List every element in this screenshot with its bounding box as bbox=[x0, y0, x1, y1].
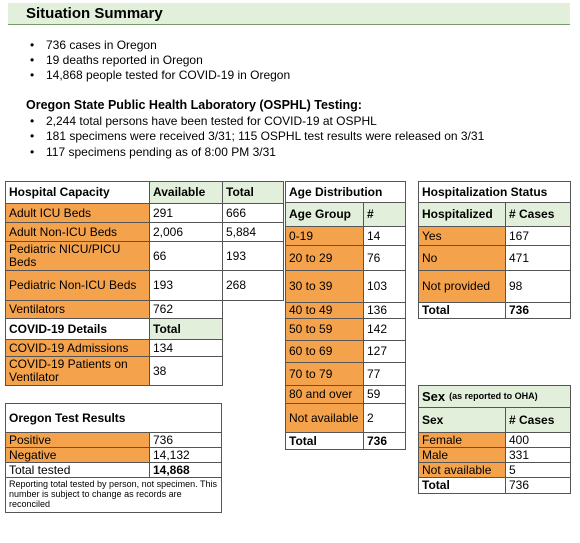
table-cell: 736 bbox=[149, 432, 222, 448]
table-cell: 30 to 39 bbox=[285, 270, 364, 303]
table-total: 736 bbox=[505, 477, 571, 494]
table-total: 736 bbox=[505, 302, 571, 319]
table-header: Age Group bbox=[285, 202, 364, 227]
table-header: Total bbox=[149, 318, 223, 340]
table-cell: 40 to 49 bbox=[285, 302, 364, 319]
table-header: Available bbox=[149, 181, 223, 204]
table-cell: 5,884 bbox=[222, 222, 284, 242]
table-title: Hospitalization Status bbox=[418, 181, 571, 203]
table-cell: 14 bbox=[363, 226, 406, 246]
table-cell: 98 bbox=[505, 270, 571, 303]
table-cell: 142 bbox=[363, 318, 406, 341]
table-cell: 2 bbox=[363, 403, 406, 433]
table-total: Total tested bbox=[5, 462, 150, 478]
table-cell: 291 bbox=[149, 203, 223, 223]
table-cell: 103 bbox=[363, 270, 406, 303]
table-total: Total bbox=[285, 432, 364, 450]
table-total: Total bbox=[418, 477, 506, 494]
table-cell: 400 bbox=[505, 432, 571, 448]
bullet-dot: • bbox=[30, 38, 35, 52]
table-cell: 5 bbox=[505, 462, 571, 478]
table-title: Age Distribution bbox=[285, 181, 406, 203]
table-header: Sex bbox=[418, 407, 506, 433]
osphl-heading: Oregon State Public Health Laboratory (O… bbox=[26, 98, 362, 112]
title-bar bbox=[8, 3, 570, 25]
table-cell: 70 to 79 bbox=[285, 362, 364, 386]
table-cell: Female bbox=[418, 432, 506, 448]
bullet-text: 181 specimens were received 3/31; 115 OS… bbox=[46, 129, 485, 143]
table-cell: 50 to 59 bbox=[285, 318, 364, 341]
table-cell: 471 bbox=[505, 245, 571, 271]
table-cell: 136 bbox=[363, 302, 406, 319]
table-cell: 76 bbox=[363, 245, 406, 271]
table-cell: 127 bbox=[363, 340, 406, 363]
bullet-dot: • bbox=[30, 53, 35, 67]
table-cell: Positive bbox=[5, 432, 150, 448]
table-title: Sex (as reported to OHA) bbox=[418, 385, 571, 408]
table-header: Hospitalized bbox=[418, 202, 506, 227]
table-cell: Adult ICU Beds bbox=[5, 203, 150, 223]
table-cell: 268 bbox=[222, 270, 284, 301]
bullet-text: 14,868 people tested for COVID-19 in Ore… bbox=[46, 68, 291, 82]
table-cell: 66 bbox=[149, 241, 223, 271]
table-title: Oregon Test Results bbox=[5, 403, 222, 433]
table-total: 14,868 bbox=[149, 462, 222, 478]
table-cell: 193 bbox=[222, 241, 284, 271]
table-cell: 60 to 69 bbox=[285, 340, 364, 363]
table-cell: 80 and over bbox=[285, 385, 364, 404]
bullet-text: 117 specimens pending as of 8:00 PM 3/31 bbox=[46, 145, 276, 159]
table-cell: 14,132 bbox=[149, 447, 222, 463]
table-cell: No bbox=[418, 245, 506, 271]
table-cell: Pediatric Non-ICU Beds bbox=[5, 270, 150, 301]
bullet-dot: • bbox=[30, 68, 35, 82]
table-title: Hospital Capacity bbox=[5, 181, 150, 204]
table-header: # Cases bbox=[505, 407, 571, 433]
table-note: Reporting total tested by person, not sp… bbox=[5, 477, 222, 513]
bullet-text: 736 cases in Oregon bbox=[46, 38, 157, 52]
table-cell: 59 bbox=[363, 385, 406, 404]
table-cell: 193 bbox=[149, 270, 223, 301]
table-cell: 0-19 bbox=[285, 226, 364, 246]
table-header: # Cases bbox=[505, 202, 571, 227]
table-cell: 331 bbox=[505, 447, 571, 463]
table-cell: Male bbox=[418, 447, 506, 463]
table-header: Total bbox=[222, 181, 284, 204]
table-cell: Ventilators bbox=[5, 300, 150, 319]
table-header: # bbox=[363, 202, 406, 227]
table-cell: Negative bbox=[5, 447, 150, 463]
table-cell: 38 bbox=[149, 356, 223, 386]
table-total: 736 bbox=[363, 432, 406, 450]
bullet-text: 19 deaths reported in Oregon bbox=[46, 53, 203, 67]
table-cell: 20 to 29 bbox=[285, 245, 364, 271]
table-cell: Pediatric NICU/PICU Beds bbox=[5, 241, 150, 271]
bullet-dot: • bbox=[30, 145, 35, 159]
bullet-dot: • bbox=[30, 129, 35, 143]
table-cell: COVID-19 Admissions bbox=[5, 339, 150, 357]
table-cell: 134 bbox=[149, 339, 223, 357]
table-cell: COVID-19 Patients on Ventilator bbox=[5, 356, 150, 386]
table-title-note: (as reported to OHA) bbox=[449, 391, 538, 401]
bullet-text: 2,244 total persons have been tested for… bbox=[46, 114, 377, 128]
table-cell: 666 bbox=[222, 203, 284, 223]
table-cell: 77 bbox=[363, 362, 406, 386]
table-cell: 167 bbox=[505, 226, 571, 246]
table-total: Total bbox=[418, 302, 506, 319]
page-title: Situation Summary bbox=[26, 5, 163, 22]
table-cell: Not available bbox=[285, 403, 364, 433]
table-cell: Not provided bbox=[418, 270, 506, 303]
bullet-dot: • bbox=[30, 114, 35, 128]
table-cell: Yes bbox=[418, 226, 506, 246]
table-cell: 2,006 bbox=[149, 222, 223, 242]
table-title-text: Sex bbox=[422, 389, 446, 404]
table-title: COVID-19 Details bbox=[5, 318, 150, 340]
table-cell: 762 bbox=[149, 300, 223, 319]
table-cell: Not available bbox=[418, 462, 506, 478]
table-cell: Adult Non-ICU Beds bbox=[5, 222, 150, 242]
